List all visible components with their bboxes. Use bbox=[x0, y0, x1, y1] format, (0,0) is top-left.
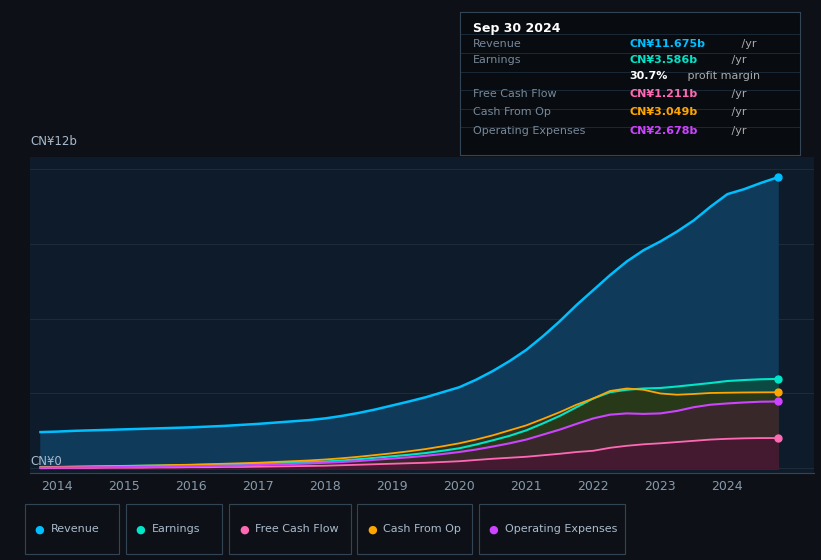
Text: /yr: /yr bbox=[738, 39, 757, 49]
Text: Free Cash Flow: Free Cash Flow bbox=[255, 524, 339, 534]
Text: ●: ● bbox=[34, 524, 44, 534]
Text: Operating Expenses: Operating Expenses bbox=[474, 126, 585, 136]
Text: Operating Expenses: Operating Expenses bbox=[505, 524, 617, 534]
Text: Earnings: Earnings bbox=[152, 524, 200, 534]
Text: ●: ● bbox=[239, 524, 249, 534]
Text: Revenue: Revenue bbox=[474, 39, 522, 49]
Text: /yr: /yr bbox=[727, 126, 746, 136]
Text: CN¥12b: CN¥12b bbox=[30, 136, 77, 148]
Text: CN¥0: CN¥0 bbox=[30, 455, 62, 468]
Text: /yr: /yr bbox=[727, 108, 746, 117]
Text: CN¥2.678b: CN¥2.678b bbox=[630, 126, 698, 136]
Text: profit margin: profit margin bbox=[684, 71, 760, 81]
Text: ●: ● bbox=[488, 524, 498, 534]
Text: /yr: /yr bbox=[727, 55, 746, 65]
Text: CN¥3.049b: CN¥3.049b bbox=[630, 108, 698, 117]
Text: Free Cash Flow: Free Cash Flow bbox=[474, 88, 557, 99]
Text: CN¥11.675b: CN¥11.675b bbox=[630, 39, 706, 49]
Text: /yr: /yr bbox=[727, 88, 746, 99]
Text: 30.7%: 30.7% bbox=[630, 71, 668, 81]
Text: ●: ● bbox=[367, 524, 377, 534]
Text: CN¥1.211b: CN¥1.211b bbox=[630, 88, 698, 99]
Text: Cash From Op: Cash From Op bbox=[474, 108, 551, 117]
Text: Earnings: Earnings bbox=[474, 55, 522, 65]
Text: ●: ● bbox=[135, 524, 145, 534]
Text: Revenue: Revenue bbox=[51, 524, 99, 534]
Text: Cash From Op: Cash From Op bbox=[383, 524, 461, 534]
Text: Sep 30 2024: Sep 30 2024 bbox=[474, 22, 561, 35]
Text: CN¥3.586b: CN¥3.586b bbox=[630, 55, 698, 65]
